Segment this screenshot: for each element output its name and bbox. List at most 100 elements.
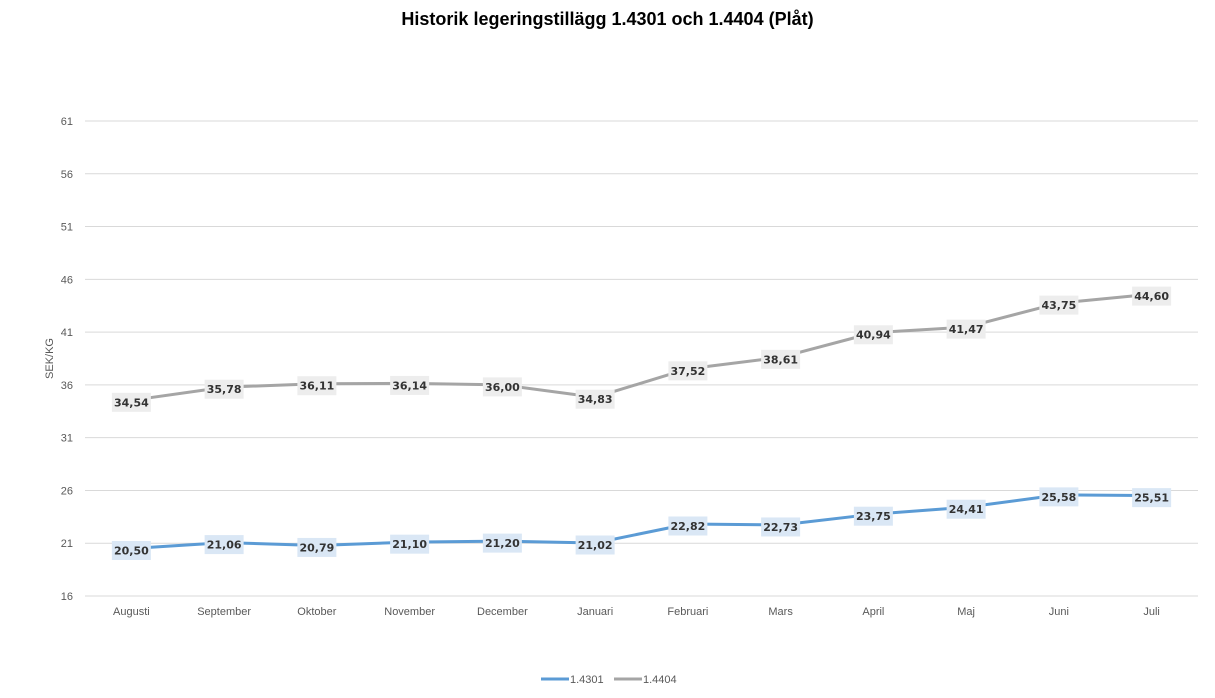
data-label: 34,54 (114, 396, 149, 409)
data-label: 43,75 (1041, 299, 1076, 312)
y-tick-label: 46 (61, 274, 73, 286)
x-tick-label: April (862, 606, 884, 618)
data-label: 36,11 (299, 380, 334, 393)
data-label: 37,52 (670, 365, 705, 378)
x-tick-label: Oktober (297, 606, 336, 618)
data-point-label: 21,10 (390, 534, 430, 554)
data-label-box (297, 376, 337, 396)
data-label-box (853, 506, 893, 526)
data-point-label: 21,06 (204, 535, 244, 555)
legend-item-1.4301: 1.4301 (541, 674, 604, 686)
data-label-box (111, 392, 151, 412)
data-label: 25,58 (1041, 491, 1076, 504)
data-label: 21,02 (578, 539, 613, 552)
legend-label: 1.4404 (643, 674, 677, 686)
data-label-box (204, 535, 244, 555)
data-label: 36,14 (392, 379, 427, 392)
chart-title: Historik legeringstillägg 1.4301 och 1.4… (401, 9, 814, 29)
gridlines (85, 120, 1198, 597)
data-label-box (668, 516, 708, 536)
data-label: 40,94 (856, 329, 891, 342)
x-tick-label: Januari (577, 606, 613, 618)
y-tick-label: 61 (61, 116, 73, 128)
data-label: 41,47 (949, 323, 984, 336)
data-label: 21,10 (392, 538, 427, 551)
data-point-label: 36,14 (390, 375, 430, 395)
data-label: 22,73 (763, 521, 798, 534)
y-tick-label: 56 (61, 169, 73, 181)
data-label: 24,41 (949, 503, 984, 516)
series-line-1.4301 (129, 493, 1154, 550)
data-label-box (761, 517, 801, 537)
data-labels: 20,50 21,06 20,79 21,10 21,20 21,02 22,82 22,73… (111, 286, 1172, 560)
data-point-label: 20,50 (111, 541, 151, 560)
data-point-label: 20,79 (297, 537, 337, 557)
data-label-box (946, 319, 986, 339)
x-tick-label: Juli (1143, 606, 1160, 618)
data-label: 22,82 (670, 520, 705, 533)
y-tick-label: 41 (61, 327, 73, 339)
data-label: 21,06 (207, 539, 242, 552)
data-label-box (297, 537, 337, 557)
data-point-label: 37,52 (668, 361, 708, 381)
data-label: 38,61 (763, 353, 798, 366)
y-tick-label: 31 (61, 433, 73, 445)
data-point-label: 25,58 (1039, 487, 1079, 507)
x-tick-label: September (197, 606, 251, 618)
data-point-label: 21,02 (575, 535, 615, 555)
x-tick-label: Augusti (113, 606, 150, 618)
data-label-box (575, 535, 615, 555)
y-axis-title: SEK/KG (44, 338, 56, 379)
data-label-box (482, 533, 522, 553)
data-point-label: 38,61 (761, 349, 801, 369)
data-point-label: 35,78 (204, 379, 244, 399)
data-label: 20,79 (299, 541, 334, 554)
x-tick-label: December (477, 606, 528, 618)
data-point-label: 25,51 (1132, 488, 1172, 508)
legend: 1.4301 1.4404 (541, 674, 677, 686)
data-label-box (668, 361, 708, 381)
y-tick-label: 21 (61, 538, 73, 550)
data-label: 34,83 (578, 393, 613, 406)
data-point-label: 21,20 (482, 533, 522, 553)
data-label: 25,51 (1134, 492, 1169, 505)
x-tick-label: Mars (768, 606, 793, 618)
data-point-label: 44,60 (1132, 286, 1172, 306)
data-label: 21,20 (485, 537, 520, 550)
data-label-box (1132, 286, 1172, 306)
data-label-box (853, 325, 893, 345)
y-tick-label: 51 (61, 222, 73, 234)
data-point-label: 36,00 (482, 377, 522, 397)
data-label-box (111, 541, 151, 560)
data-label: 20,50 (114, 545, 149, 558)
data-point-label: 40,94 (853, 325, 893, 345)
data-point-label: 23,75 (853, 506, 893, 526)
legend-label: 1.4301 (570, 674, 604, 686)
y-tick-label: 26 (61, 485, 73, 497)
data-label-box (761, 349, 801, 369)
x-axis-ticks: Augusti September Oktober November December J… (113, 606, 1160, 618)
x-tick-label: November (384, 606, 435, 618)
data-point-label: 34,54 (111, 392, 151, 412)
data-label-box (482, 377, 522, 397)
data-label: 23,75 (856, 510, 891, 523)
series-line-1.4404 (129, 292, 1154, 402)
data-label-box (946, 499, 986, 519)
y-tick-label: 36 (61, 380, 73, 392)
data-label-box (204, 379, 244, 399)
y-axis-ticks: 16 21 26 31 36 41 46 51 56 61 (61, 116, 73, 603)
data-label-box (1039, 487, 1079, 507)
data-label: 35,78 (207, 383, 242, 396)
data-label-box (1132, 488, 1172, 508)
data-point-label: 22,82 (668, 516, 708, 536)
data-point-label: 36,11 (297, 376, 337, 396)
data-point-label: 22,73 (761, 517, 801, 537)
data-point-label: 24,41 (946, 499, 986, 519)
data-label: 44,60 (1134, 290, 1169, 303)
data-point-label: 43,75 (1039, 295, 1079, 315)
x-tick-label: Februari (667, 606, 708, 618)
x-tick-label: Maj (957, 606, 975, 618)
data-label-box (390, 534, 430, 554)
data-point-label: 34,83 (575, 389, 615, 409)
